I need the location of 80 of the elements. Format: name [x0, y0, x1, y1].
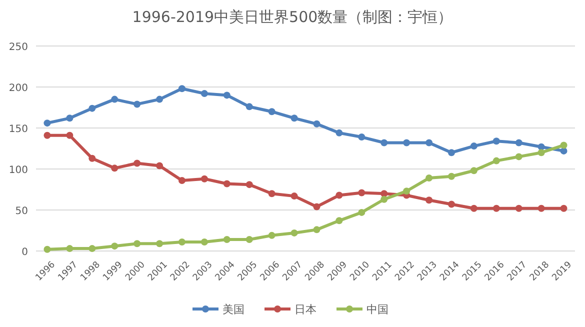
point	[448, 149, 455, 156]
y-tick-label: 200	[8, 83, 28, 94]
y-tick-label: 50	[15, 206, 28, 217]
y-tick-label: 0	[22, 247, 28, 258]
point	[560, 142, 568, 149]
point	[380, 139, 388, 146]
legend-label: 美国	[222, 303, 244, 316]
point	[426, 174, 433, 182]
point	[515, 204, 522, 212]
point	[111, 164, 118, 172]
legend-label: 中国	[366, 303, 388, 316]
point	[178, 85, 186, 92]
y-tick-label: 150	[8, 124, 28, 135]
point	[403, 139, 410, 146]
point	[88, 245, 96, 252]
point	[44, 132, 51, 139]
point	[246, 103, 253, 110]
point	[470, 204, 478, 212]
point	[560, 204, 568, 212]
point	[200, 238, 208, 246]
point	[358, 134, 366, 141]
point	[134, 100, 141, 108]
point	[380, 196, 388, 203]
point	[268, 108, 276, 116]
point	[44, 120, 51, 127]
point	[313, 120, 320, 128]
point	[560, 147, 568, 154]
point	[358, 208, 366, 216]
point	[336, 217, 343, 224]
point	[290, 114, 298, 122]
point	[246, 236, 253, 244]
point	[538, 204, 545, 212]
point	[336, 129, 343, 136]
point	[290, 192, 298, 200]
point	[66, 114, 74, 122]
point	[178, 238, 186, 246]
point	[290, 229, 298, 236]
y-tick-label: 100	[8, 165, 28, 176]
point	[268, 190, 276, 198]
point	[156, 162, 164, 170]
point	[313, 226, 320, 234]
point	[134, 160, 141, 167]
point	[66, 132, 74, 139]
point	[246, 181, 253, 188]
point	[66, 245, 74, 252]
point	[200, 175, 208, 182]
point	[470, 142, 478, 150]
point	[358, 189, 366, 196]
point	[426, 196, 433, 204]
point	[448, 200, 455, 208]
point	[403, 188, 410, 195]
chart-title: 1996-2019中美日世界500数量（制图：宇恒）	[132, 8, 453, 26]
point	[336, 192, 343, 199]
point	[426, 139, 433, 146]
legend-label: 日本	[294, 303, 316, 316]
point	[156, 240, 164, 248]
point	[470, 167, 478, 174]
point	[111, 242, 118, 250]
point	[178, 176, 186, 184]
point	[44, 246, 51, 253]
point	[515, 139, 522, 146]
point	[492, 157, 500, 164]
point	[380, 190, 388, 198]
point	[156, 96, 164, 103]
point	[223, 92, 230, 99]
point	[492, 204, 500, 212]
point	[223, 180, 230, 188]
point	[200, 90, 208, 98]
point	[492, 138, 500, 145]
point	[313, 203, 320, 210]
point	[88, 154, 96, 162]
point	[448, 172, 455, 180]
point	[111, 96, 118, 103]
y-tick-label: 250	[8, 42, 28, 53]
point	[515, 153, 522, 160]
point	[134, 240, 141, 248]
point	[88, 104, 96, 112]
point	[223, 236, 230, 244]
point	[538, 149, 545, 156]
point	[268, 232, 276, 239]
